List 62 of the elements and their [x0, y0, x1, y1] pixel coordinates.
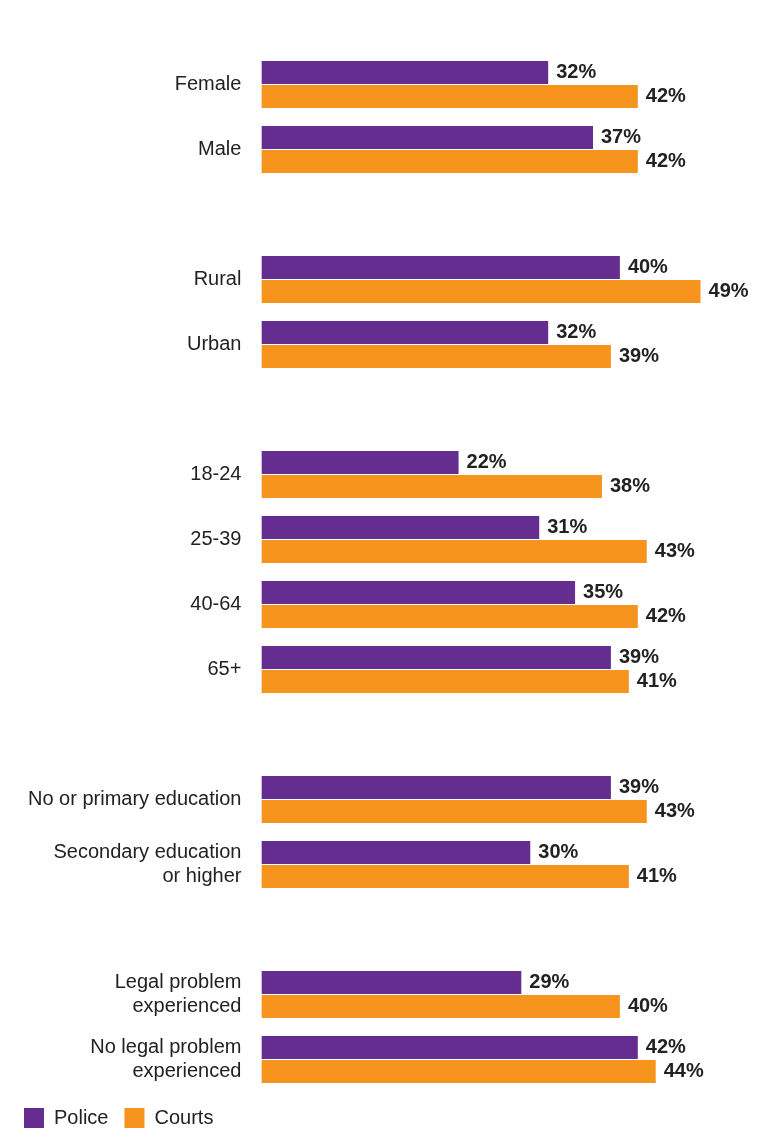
bar — [261, 474, 602, 499]
y-tick-label: Urban — [186, 332, 242, 355]
data-label: 37% — [600, 124, 642, 147]
y-tick-label: 65+ — [207, 657, 242, 680]
bar — [261, 970, 522, 995]
bar — [261, 840, 531, 865]
y-tick-label: Secondary education or higher — [53, 840, 242, 887]
bar — [261, 279, 701, 304]
bar — [261, 645, 611, 670]
data-label: 43% — [654, 539, 696, 562]
bar — [261, 320, 549, 345]
y-tick-label: No legal problem experienced — [90, 1035, 242, 1082]
bar — [261, 539, 647, 564]
data-label: 39% — [618, 774, 660, 797]
data-label: 42% — [645, 604, 687, 627]
data-label: 29% — [529, 969, 570, 992]
bar — [261, 1059, 656, 1084]
y-tick-label: No or primary education — [27, 787, 242, 810]
data-label: 22% — [466, 449, 507, 472]
bar — [261, 84, 638, 109]
bar — [261, 864, 629, 889]
bar — [261, 775, 611, 800]
data-label: 42% — [645, 1034, 687, 1057]
data-label: 42% — [645, 84, 687, 107]
bar — [261, 604, 638, 629]
bar — [261, 1035, 638, 1060]
data-label: 35% — [583, 579, 624, 602]
bar — [261, 149, 638, 174]
bar — [261, 994, 620, 1019]
y-tick-label: Female — [174, 72, 242, 95]
data-label: 32% — [556, 319, 597, 342]
data-label: 41% — [636, 864, 678, 887]
data-label: 42% — [645, 149, 687, 172]
data-label: 39% — [618, 344, 660, 367]
data-label: 43% — [654, 799, 696, 822]
data-label: 39% — [618, 644, 660, 667]
bar — [261, 669, 629, 694]
bar — [261, 799, 647, 824]
y-tick-label: 25-39 — [190, 527, 242, 550]
data-label: 41% — [636, 669, 678, 692]
bar — [261, 450, 459, 475]
bar — [261, 125, 593, 150]
legend-label: Courts — [154, 1105, 214, 1128]
bar — [261, 60, 549, 85]
data-label: 32% — [556, 59, 597, 82]
data-label: 40% — [627, 254, 669, 277]
y-tick-label: 18-24 — [190, 462, 242, 485]
data-label: 30% — [538, 839, 579, 862]
data-label: 44% — [663, 1059, 704, 1082]
legend-label: Police — [54, 1105, 109, 1128]
bar — [261, 255, 620, 280]
y-tick-label: Legal problem experienced — [114, 970, 242, 1017]
bar — [261, 515, 540, 540]
y-tick-label: Male — [198, 137, 242, 160]
data-label: 40% — [627, 994, 669, 1017]
bar — [261, 580, 576, 605]
data-label: 49% — [708, 279, 749, 302]
y-tick-label: 40-64 — [190, 592, 242, 615]
data-label: 31% — [547, 514, 588, 537]
data-label: 38% — [609, 474, 651, 497]
bar — [261, 344, 611, 369]
y-tick-label: Rural — [193, 267, 242, 290]
